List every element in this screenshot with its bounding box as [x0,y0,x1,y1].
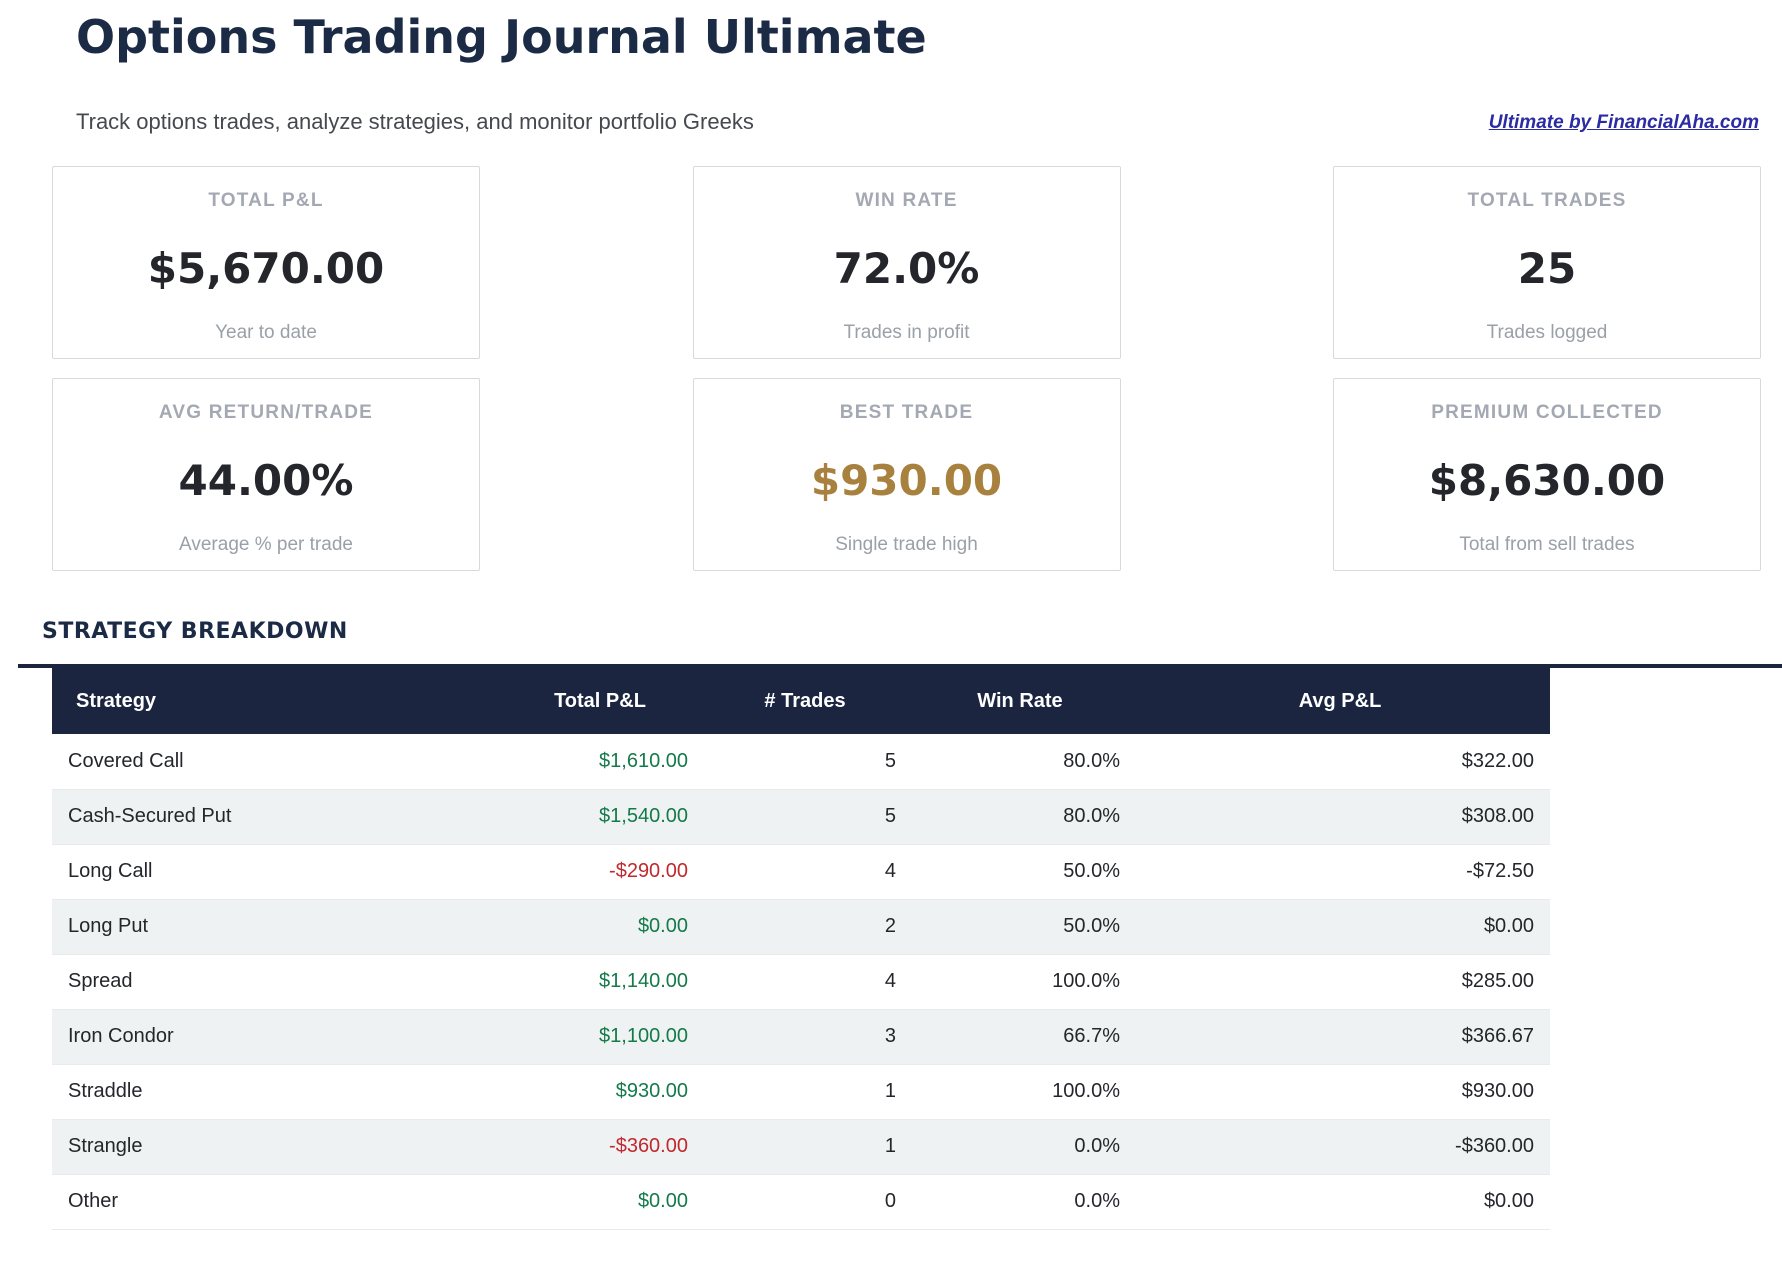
cell-total-pnl: -$290.00 [500,844,700,900]
section-divider [18,664,1782,668]
stat-sublabel: Total from sell trades [1459,534,1635,555]
table-row: Spread $1,140.00 4 100.0% $285.00 [52,954,1550,1010]
stat-card: TOTAL P&L $5,670.00 Year to date [52,166,480,359]
stat-value: 44.00% [178,456,354,505]
column-header-win-rate: Win Rate [977,689,1063,712]
cell-avg-pnl: $308.00 [1130,789,1550,845]
cell-strategy: Strangle [52,1119,500,1175]
strategy-table-body: Covered Call $1,610.00 5 80.0% $322.00 Cash-S… [52,734,1550,1230]
cell-total-pnl: $0.00 [500,1174,700,1230]
cell-win-rate: 50.0% [910,844,1130,900]
cell-trades: 2 [700,899,910,955]
subtitle-row: Track options trades, analyze strategies… [76,110,1759,134]
financialaha-link[interactable]: Ultimate by FinancialAha.com [1488,112,1759,133]
stat-sublabel: Single trade high [835,534,978,555]
table-row: Long Call -$290.00 4 50.0% -$72.50 [52,844,1550,900]
table-header-row: Strategy Total P&L # Trades Win Rate Avg P&L [52,668,1550,734]
cell-strategy: Spread [52,954,500,1010]
stat-value: $5,670.00 [147,244,385,293]
stat-card: PREMIUM COLLECTED $8,630.00 Total from sel… [1333,378,1761,571]
cell-total-pnl: -$360.00 [500,1119,700,1175]
page-subtitle: Track options trades, analyze strategies… [76,109,754,134]
stat-label: WIN RATE [855,190,958,211]
table-row: Long Put $0.00 2 50.0% $0.00 [52,899,1550,955]
cell-total-pnl: $1,140.00 [500,954,700,1010]
stat-value: 25 [1517,244,1577,293]
stat-card: AVG RETURN/TRADE 44.00% Average % per trad… [52,378,480,571]
column-header-total-p-l: Total P&L [554,689,646,712]
stat-card: TOTAL TRADES 25 Trades logged [1333,166,1761,359]
cell-strategy: Iron Condor [52,1009,500,1065]
cell-win-rate: 100.0% [910,954,1130,1010]
cell-avg-pnl: $322.00 [1130,734,1550,790]
cell-avg-pnl: $0.00 [1130,899,1550,955]
cell-win-rate: 80.0% [910,789,1130,845]
cell-strategy: Covered Call [52,734,500,790]
table-row: Iron Condor $1,100.00 3 66.7% $366.67 [52,1009,1550,1065]
stats-grid: TOTAL P&L $5,670.00 Year to date WIN RATE 72… [52,166,1761,571]
cell-avg-pnl: $285.00 [1130,954,1550,1010]
table-row: Covered Call $1,610.00 5 80.0% $322.00 [52,734,1550,790]
stat-value: $930.00 [810,456,1003,505]
column-header-avg-p-l: Avg P&L [1298,689,1382,712]
cell-win-rate: 50.0% [910,899,1130,955]
cell-avg-pnl: $930.00 [1130,1064,1550,1120]
cell-win-rate: 0.0% [910,1119,1130,1175]
cell-strategy: Long Call [52,844,500,900]
cell-trades: 4 [700,954,910,1010]
table-row: Strangle -$360.00 1 0.0% -$360.00 [52,1119,1550,1175]
cell-strategy: Cash-Secured Put [52,789,500,845]
stat-value: $8,630.00 [1428,456,1666,505]
cell-total-pnl: $1,610.00 [500,734,700,790]
stat-label: BEST TRADE [839,402,974,423]
table-row: Other $0.00 0 0.0% $0.00 [52,1174,1550,1230]
stat-sublabel: Trades logged [1486,322,1608,343]
stat-sublabel: Year to date [215,322,317,343]
cell-trades: 1 [700,1064,910,1120]
cell-strategy: Long Put [52,899,500,955]
cell-trades: 5 [700,789,910,845]
cell-avg-pnl: $0.00 [1130,1174,1550,1230]
cell-win-rate: 66.7% [910,1009,1130,1065]
stat-label: PREMIUM COLLECTED [1431,402,1663,423]
cell-trades: 0 [700,1174,910,1230]
cell-strategy: Other [52,1174,500,1230]
column-header-trades: # Trades [764,689,846,712]
cell-trades: 3 [700,1009,910,1065]
stat-card: WIN RATE 72.0% Trades in profit [692,166,1121,359]
table-row: Cash-Secured Put $1,540.00 5 80.0% $308.00 [52,789,1550,845]
cell-trades: 1 [700,1119,910,1175]
stat-sublabel: Trades in profit [843,322,970,343]
stat-value: 72.0% [833,244,980,293]
strategy-table: Strategy Total P&L # Trades Win Rate Avg P&L… [52,668,1550,1230]
cell-trades: 4 [700,844,910,900]
stat-label: TOTAL TRADES [1467,190,1627,211]
cell-avg-pnl: -$72.50 [1130,844,1550,900]
stat-card: BEST TRADE $930.00 Single trade high [692,378,1121,571]
table-row: Straddle $930.00 1 100.0% $930.00 [52,1064,1550,1120]
cell-total-pnl: $1,540.00 [500,789,700,845]
cell-win-rate: 80.0% [910,734,1130,790]
cell-avg-pnl: -$360.00 [1130,1119,1550,1175]
stat-sublabel: Average % per trade [179,534,353,555]
cell-win-rate: 100.0% [910,1064,1130,1120]
stat-label: TOTAL P&L [208,190,324,211]
cell-total-pnl: $1,100.00 [500,1009,700,1065]
cell-total-pnl: $0.00 [500,899,700,955]
cell-trades: 5 [700,734,910,790]
page-title: Options Trading Journal Ultimate [76,10,927,64]
column-header-strategy: Strategy [76,689,157,712]
section-heading: STRATEGY BREAKDOWN [42,619,348,644]
cell-strategy: Straddle [52,1064,500,1120]
cell-total-pnl: $930.00 [500,1064,700,1120]
stat-label: AVG RETURN/TRADE [158,402,374,423]
cell-avg-pnl: $366.67 [1130,1009,1550,1065]
cell-win-rate: 0.0% [910,1174,1130,1230]
